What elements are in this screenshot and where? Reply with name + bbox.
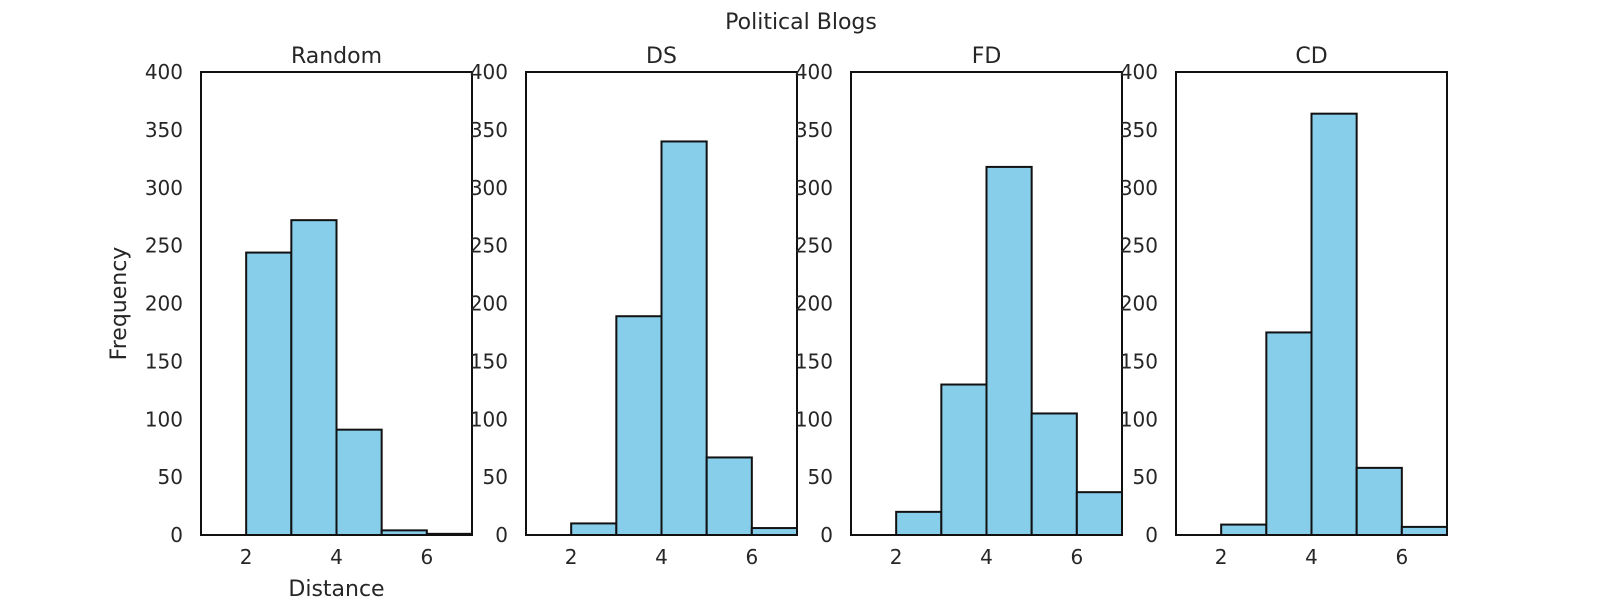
y-tick-label: 250 bbox=[145, 234, 183, 258]
histogram-bar bbox=[1355, 466, 1403, 536]
panel-title: Random bbox=[291, 44, 382, 69]
histogram-bar bbox=[1220, 523, 1268, 537]
y-tick-label: 50 bbox=[483, 465, 508, 489]
panel-ds: 0 50 100 150 200 250 300 350 400 2 4 6 DS bbox=[470, 44, 798, 569]
y-tick-label: 200 bbox=[795, 292, 833, 316]
y-tick-label: 300 bbox=[145, 176, 183, 200]
histogram-bar bbox=[615, 315, 663, 537]
y-axis-label: Frequency bbox=[107, 247, 132, 361]
y-tick-label: 100 bbox=[795, 407, 833, 431]
y-tick-label: 250 bbox=[470, 234, 508, 258]
x-tick-label: 6 bbox=[1070, 545, 1083, 569]
x-tick-label: 2 bbox=[240, 545, 253, 569]
histogram-bar bbox=[570, 522, 618, 536]
y-tick-label: 200 bbox=[145, 292, 183, 316]
y-tick-label: 400 bbox=[795, 60, 833, 84]
y-tick-label: 0 bbox=[1145, 523, 1158, 547]
axes-frame bbox=[850, 71, 1123, 536]
panel-title: FD bbox=[972, 44, 1002, 69]
y-tick-label: 300 bbox=[1120, 176, 1158, 200]
y-tick-label: 0 bbox=[820, 523, 833, 547]
y-tick-label: 300 bbox=[795, 176, 833, 200]
x-tick-label: 6 bbox=[745, 545, 758, 569]
y-tick-label: 50 bbox=[158, 465, 183, 489]
y-tick-label: 100 bbox=[470, 407, 508, 431]
histogram-bar bbox=[1075, 491, 1124, 536]
x-tick-label: 4 bbox=[330, 545, 343, 569]
histogram-bar bbox=[895, 510, 943, 537]
y-tick-label: 400 bbox=[1120, 60, 1158, 84]
y-tick-label: 0 bbox=[495, 523, 508, 547]
y-tick-label: 50 bbox=[1133, 465, 1158, 489]
x-tick-label: 4 bbox=[655, 545, 668, 569]
x-tick-label: 4 bbox=[980, 545, 993, 569]
y-tick-label: 250 bbox=[1120, 234, 1158, 258]
y-tick-label: 350 bbox=[145, 118, 183, 142]
histogram-bar bbox=[940, 383, 988, 536]
axes-frame bbox=[200, 71, 473, 536]
panel-fd: 0 50 100 150 200 250 300 350 400 2 4 6 FD bbox=[795, 44, 1124, 569]
y-tick-label: 150 bbox=[145, 349, 183, 373]
histogram-bar bbox=[1030, 412, 1078, 536]
x-tick-label: 4 bbox=[1305, 545, 1318, 569]
histogram-bar bbox=[750, 527, 798, 536]
y-tick-label: 400 bbox=[470, 60, 508, 84]
histogram-bar bbox=[705, 456, 753, 537]
y-tick-label: 50 bbox=[808, 465, 833, 489]
y-tick-label: 200 bbox=[470, 292, 508, 316]
y-tick-label: 100 bbox=[1120, 407, 1158, 431]
panel-random: 0 50 100 150 200 250 300 350 400 2 4 6 Random Distanc… bbox=[107, 44, 474, 600]
axes-frame bbox=[1175, 71, 1448, 536]
histogram-bar bbox=[1265, 331, 1313, 536]
y-tick-label: 200 bbox=[1120, 292, 1158, 316]
y-tick-label: 350 bbox=[1120, 118, 1158, 142]
axes-frame bbox=[525, 71, 798, 536]
panel-title: CD bbox=[1295, 44, 1327, 69]
x-tick-label: 2 bbox=[890, 545, 903, 569]
histogram-bar bbox=[1310, 112, 1358, 536]
y-tick-label: 0 bbox=[170, 523, 183, 547]
y-tick-label: 350 bbox=[795, 118, 833, 142]
x-tick-label: 2 bbox=[1215, 545, 1228, 569]
histogram-bar bbox=[245, 251, 293, 536]
histogram-bar bbox=[660, 140, 708, 536]
panel-cd: 0 50 100 150 200 250 300 350 400 2 4 6 CD bbox=[1120, 44, 1449, 569]
y-tick-label: 150 bbox=[1120, 349, 1158, 373]
histogram-bar bbox=[985, 165, 1033, 536]
y-tick-label: 150 bbox=[795, 349, 833, 373]
x-tick-label: 6 bbox=[1395, 545, 1408, 569]
y-tick-label: 250 bbox=[795, 234, 833, 258]
histogram-bar bbox=[1400, 525, 1449, 537]
x-tick-label: 6 bbox=[420, 545, 433, 569]
y-tick-label: 400 bbox=[145, 60, 183, 84]
histogram-bar bbox=[335, 428, 383, 537]
panel-title: DS bbox=[646, 44, 677, 69]
y-tick-label: 150 bbox=[470, 349, 508, 373]
histogram-bar bbox=[290, 219, 338, 536]
y-tick-label: 300 bbox=[470, 176, 508, 200]
figure-title: Political Blogs bbox=[725, 10, 877, 35]
y-tick-label: 350 bbox=[470, 118, 508, 142]
x-axis-label: Distance bbox=[288, 577, 384, 600]
y-tick-label: 100 bbox=[145, 407, 183, 431]
x-tick-label: 2 bbox=[565, 545, 578, 569]
